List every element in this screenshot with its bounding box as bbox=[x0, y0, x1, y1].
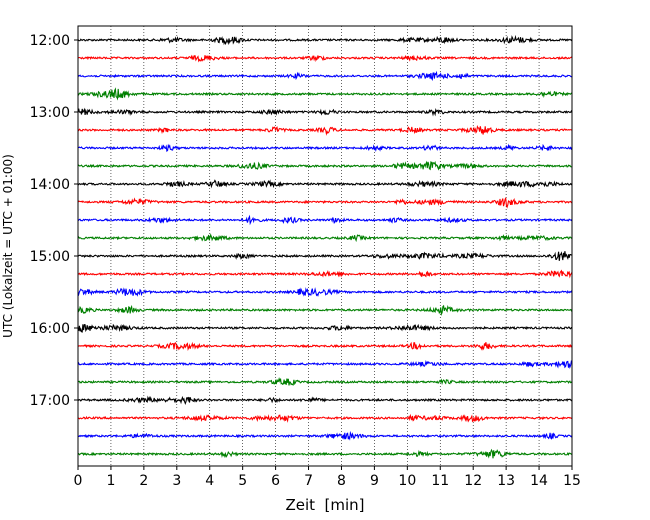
x-tick-label-8: 8 bbox=[337, 473, 346, 489]
trace-1500 bbox=[77, 251, 573, 261]
x-tick-label-10: 10 bbox=[398, 473, 416, 489]
y-tick-label-1: 13:00 bbox=[30, 105, 70, 121]
trace-1330 bbox=[77, 143, 573, 153]
y-tick-label-5: 17:00 bbox=[30, 393, 70, 409]
trace-1230 bbox=[77, 70, 573, 81]
x-tick-label-0: 0 bbox=[74, 473, 83, 489]
x-tick-label-4: 4 bbox=[205, 473, 214, 489]
x-tick-label-6: 6 bbox=[271, 473, 280, 489]
x-tick-label-11: 11 bbox=[431, 473, 449, 489]
trace-1730 bbox=[77, 430, 573, 441]
trace-1645 bbox=[77, 377, 573, 386]
y-tick-label-3: 15:00 bbox=[30, 249, 70, 265]
trace-1515 bbox=[77, 269, 573, 279]
trace-1430 bbox=[77, 214, 573, 226]
x-axis-label: Zeit [min] bbox=[285, 496, 364, 514]
x-tick-label-13: 13 bbox=[497, 473, 515, 489]
plot-frame bbox=[77, 25, 573, 467]
y-tick-label-2: 14:00 bbox=[30, 177, 70, 193]
trace-1630 bbox=[77, 359, 573, 370]
trace-1200 bbox=[77, 34, 573, 46]
trace-1215 bbox=[77, 54, 573, 63]
x-tick-label-15: 15 bbox=[563, 473, 581, 489]
trace-1600 bbox=[77, 323, 573, 333]
x-tick-label-1: 1 bbox=[106, 473, 115, 489]
trace-1300 bbox=[77, 107, 573, 117]
y-tick-label-0: 12:00 bbox=[30, 33, 70, 49]
trace-1700 bbox=[77, 395, 573, 406]
x-axis: 0 1 2 3 4 5 6 7 8 9 10 11 12 13 14 15 bbox=[74, 466, 581, 489]
trace-group bbox=[77, 34, 573, 459]
trace-1615 bbox=[77, 341, 573, 352]
x-tick-label-7: 7 bbox=[304, 473, 313, 489]
trace-1715 bbox=[77, 413, 573, 423]
x-tick-label-3: 3 bbox=[172, 473, 181, 489]
trace-1315 bbox=[77, 124, 573, 136]
x-tick-label-14: 14 bbox=[530, 473, 548, 489]
trace-1415 bbox=[77, 197, 573, 209]
trace-1445 bbox=[77, 233, 573, 243]
trace-1530 bbox=[77, 287, 573, 297]
y-axis: 12:00 13:00 14:00 15:00 16:00 17:00 bbox=[30, 33, 78, 409]
trace-1545 bbox=[77, 304, 573, 316]
trace-1245 bbox=[77, 87, 573, 101]
y-tick-label-4: 16:00 bbox=[30, 321, 70, 337]
y-axis-label: UTC (Lokalzeit = UTC + 01:00) bbox=[1, 154, 15, 338]
x-tick-label-5: 5 bbox=[238, 473, 247, 489]
trace-1745 bbox=[77, 448, 573, 459]
x-tick-label-9: 9 bbox=[370, 473, 379, 489]
x-tick-label-2: 2 bbox=[139, 473, 148, 489]
trace-1345 bbox=[77, 160, 573, 171]
x-tick-label-12: 12 bbox=[464, 473, 482, 489]
trace-1400 bbox=[77, 179, 573, 189]
